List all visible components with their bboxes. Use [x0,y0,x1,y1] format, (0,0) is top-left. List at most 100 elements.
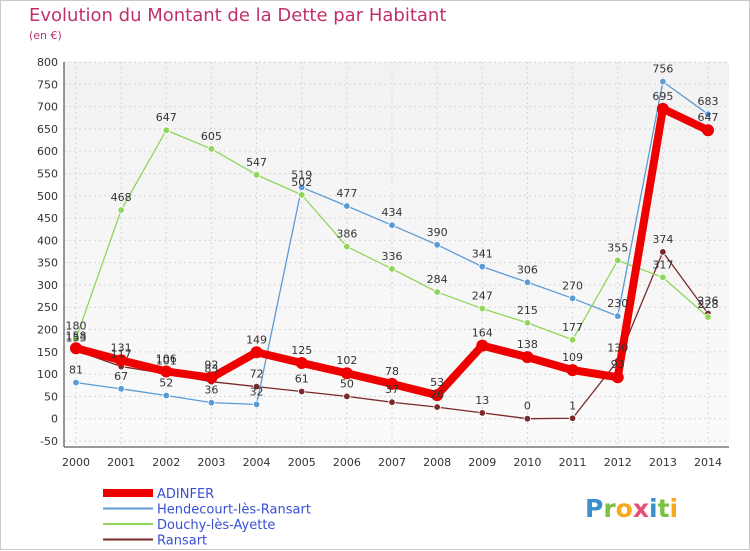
data-point [162,391,170,400]
data-label: 153 [66,331,87,344]
data-label: 125 [291,344,312,357]
y-tick-label: 800 [37,56,58,69]
data-label: 32 [250,385,264,398]
data-label: 341 [472,248,493,261]
legend-label: Ransart [157,534,207,549]
data-label: 36 [204,384,218,397]
data-label: 468 [111,191,132,204]
data-label: 83 [204,363,218,376]
data-point [523,278,532,286]
data-label: 109 [562,351,583,364]
y-tick-label: 750 [37,78,58,91]
data-label: 390 [427,226,448,239]
data-point [388,221,396,229]
data-label: 236 [698,294,719,307]
chart-title: Evolution du Montant de la Dette par Hab… [29,5,447,26]
x-tick-label: 2001 [107,456,135,469]
data-label: 158 [66,329,87,342]
data-point [659,77,667,86]
data-label: 477 [336,187,357,200]
data-label: 1 [569,399,576,412]
data-point [566,364,579,377]
data-label: 247 [472,290,493,303]
data-label: 50 [340,377,354,390]
data-label: 355 [607,241,628,254]
x-tick-label: 2006 [333,456,361,469]
y-tick-label: 150 [37,346,58,359]
data-label: 336 [382,250,403,263]
axes: -500501001502002503003504004505005506006… [37,56,729,469]
data-point [388,265,396,273]
data-label: 53 [430,376,444,389]
legend-label: Douchy-lès-Ayette [157,518,275,533]
data-label: 72 [250,368,264,381]
data-label: 0 [524,400,531,413]
data-label: 695 [652,90,673,103]
data-point [388,398,396,406]
x-tick-label: 2007 [378,456,406,469]
data-label: 502 [291,176,312,189]
data-label: 149 [246,333,267,346]
data-label: 67 [114,370,128,383]
data-label: 78 [385,365,399,378]
data-label: 647 [698,111,719,124]
data-point [614,312,622,320]
y-tick-label: 100 [37,368,58,381]
x-tick-label: 2003 [197,456,225,469]
data-label: 647 [156,111,177,124]
data-point [70,342,82,355]
data-label: 13 [475,394,489,407]
series-group [70,77,714,423]
data-point [704,110,712,118]
data-point [162,126,170,134]
data-point [478,409,486,417]
data-point [252,400,261,409]
data-label: 434 [382,206,403,219]
data-point [205,371,218,384]
x-tick-label: 2010 [513,456,541,469]
data-label: 180 [66,319,87,332]
data-label: 215 [517,304,538,317]
x-tick-label: 2005 [288,456,316,469]
data-label: 306 [517,263,538,276]
data-point [207,145,216,153]
legend-label: ADINFER [157,487,214,502]
data-label: 164 [472,327,493,340]
data-label: 106 [156,352,177,365]
data-point [568,294,577,303]
data-point [250,346,263,359]
data-label: 138 [517,338,538,351]
y-tick-label: 0 [51,413,58,426]
data-label: 130 [607,342,628,355]
y-tick-label: 650 [37,123,58,136]
x-tick-label: 2013 [649,456,677,469]
x-tick-label: 2000 [62,456,90,469]
data-label: 117 [111,348,132,361]
data-label: 177 [562,321,583,334]
data-point [295,356,308,369]
data-point [521,351,534,364]
data-label: 519 [291,168,312,181]
y-tick-label: 400 [37,234,58,247]
data-label: 26 [430,388,444,401]
data-point [478,262,486,271]
data-point [702,124,714,137]
data-label: 374 [652,233,673,246]
data-point [72,378,80,387]
data-point [476,339,489,352]
data-label: 81 [69,364,83,377]
x-tick-label: 2002 [152,456,180,469]
data-point [523,415,532,423]
chart-unit: (en €) [29,29,62,42]
logo-text: Proxiti [585,494,678,523]
data-label: 52 [159,377,173,390]
data-point [207,398,216,407]
data-point [386,377,398,390]
data-point [704,313,712,321]
data-point [614,256,622,265]
data-point [340,367,353,380]
data-label: 61 [295,373,309,386]
data-label: 93 [611,358,625,371]
data-point [568,336,577,344]
